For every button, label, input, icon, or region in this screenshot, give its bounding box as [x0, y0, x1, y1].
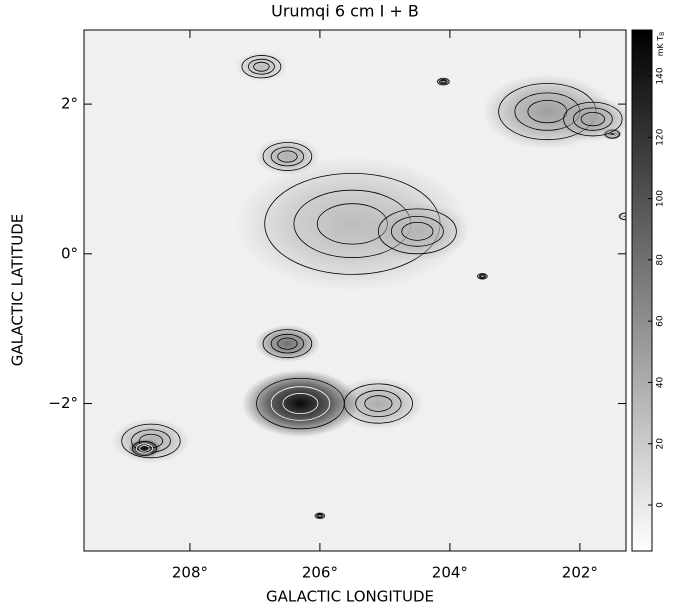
contour	[241, 55, 282, 79]
contour	[277, 337, 298, 350]
y-axis-label: GALACTIC LATITUDE	[9, 214, 27, 366]
emission-region	[241, 369, 359, 438]
contour	[262, 329, 313, 359]
contour	[621, 213, 626, 220]
contour	[364, 395, 393, 412]
emission-region	[365, 201, 470, 262]
colorbar-tick-label: 40	[656, 376, 666, 388]
contour	[262, 142, 313, 171]
contour	[277, 150, 298, 163]
emission-region	[235, 51, 288, 82]
y-tick-label: −2°	[48, 394, 78, 412]
contour	[135, 443, 153, 454]
contour	[563, 101, 623, 137]
x-tick-label: 208°	[172, 564, 208, 582]
contour	[270, 146, 305, 167]
contour	[316, 513, 324, 519]
map-layer	[111, 51, 626, 520]
colorbar-tick-label: 80	[656, 254, 666, 266]
x-tick-label: 206°	[302, 564, 338, 582]
colorbar-tick-label: 140	[656, 67, 666, 84]
emission-region	[332, 377, 424, 430]
contour	[270, 333, 305, 354]
contour	[256, 377, 345, 430]
colorbar-label: mK TB	[656, 32, 666, 57]
contour	[622, 214, 626, 219]
contour	[377, 208, 457, 255]
colorbar-label-text: mK T	[656, 36, 665, 57]
colorbar-tick-label: 60	[656, 315, 666, 327]
y-tick-label: 2°	[61, 95, 78, 113]
contour	[580, 111, 605, 127]
contour	[248, 58, 275, 75]
emission-region	[435, 77, 452, 87]
contour	[440, 79, 447, 84]
contour	[282, 393, 319, 415]
colorbar-tick-label: 100	[656, 190, 666, 207]
x-tick-label: 204°	[432, 564, 468, 582]
emission-region	[254, 324, 320, 363]
contour	[572, 107, 613, 131]
contour	[478, 274, 487, 279]
contour	[317, 514, 323, 518]
contour	[437, 77, 450, 86]
contour	[401, 221, 434, 241]
contour	[253, 61, 270, 72]
y-tick-label: 0°	[61, 244, 78, 262]
contour	[131, 441, 158, 456]
contour	[270, 386, 331, 421]
x-tick-label: 202°	[562, 564, 598, 582]
contour	[121, 423, 181, 459]
emission-region	[254, 137, 320, 176]
contour	[139, 445, 150, 452]
colorbar-tick-label: 0	[656, 502, 666, 508]
colorbar	[631, 29, 653, 552]
contour	[619, 212, 626, 221]
contour	[477, 273, 488, 280]
contour	[480, 274, 485, 278]
plot-frame	[83, 29, 627, 552]
chart-title: Urumqi 6 cm I + B	[271, 2, 419, 21]
emission-region	[553, 96, 626, 142]
contour	[439, 79, 448, 85]
colorbar-tick-label: 20	[656, 438, 666, 450]
colorbar-label-subscript: B	[659, 32, 666, 36]
emission-region	[128, 439, 161, 458]
contour	[390, 215, 444, 247]
contour	[314, 512, 326, 520]
x-axis-label: GALACTIC LONGITUDE	[266, 588, 434, 606]
colorbar-tick-label: 120	[656, 128, 666, 145]
